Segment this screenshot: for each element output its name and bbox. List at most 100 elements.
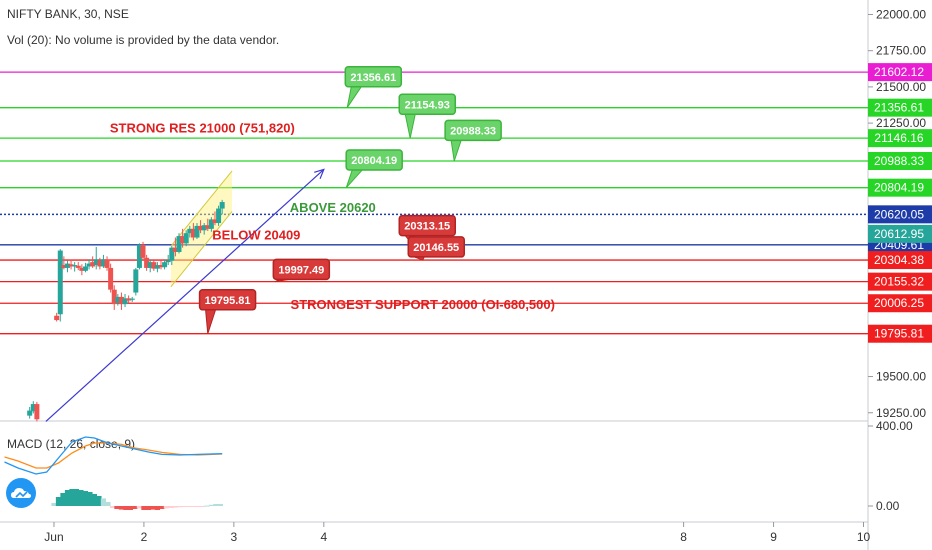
macd-histogram-bar xyxy=(136,506,143,509)
candle-body xyxy=(133,269,139,293)
callout-pointer xyxy=(205,309,217,334)
candle-body xyxy=(212,219,218,224)
annotation-text: STRONGEST SUPPORT 20000 (OI-680,500) xyxy=(291,297,555,312)
candle-body xyxy=(57,250,63,315)
trend-arrow-head xyxy=(314,168,325,179)
time-tick-label: 3 xyxy=(231,530,238,544)
macd-histogram-bar xyxy=(190,506,196,507)
volume-notice: Vol (20): No volume is provided by the d… xyxy=(7,33,280,47)
level-price-tag xyxy=(868,205,932,224)
callout-label: 20313.15 xyxy=(404,221,450,233)
callout-box xyxy=(198,289,257,311)
candle-body xyxy=(30,404,36,412)
level-price-tag-label: 21146.16 xyxy=(874,131,923,145)
candle-body xyxy=(108,267,114,290)
macd-histogram-bar xyxy=(114,506,120,509)
level-price-tag xyxy=(868,272,932,291)
candle-body xyxy=(27,410,33,416)
tradingview-cloud-icon[interactable] xyxy=(6,478,36,508)
last-price-tag xyxy=(868,224,932,243)
level-price-tag xyxy=(868,178,932,197)
macd-histogram-bar xyxy=(181,506,187,507)
time-tick-label: Jun xyxy=(44,530,63,544)
candle-body xyxy=(176,236,182,252)
candle-body xyxy=(162,262,168,268)
time-tick-label: 2 xyxy=(141,530,148,544)
cloud-icon-glyph xyxy=(11,488,31,498)
price-tick-label: 19250.00 xyxy=(876,406,926,420)
price-tick-label: 22000.00 xyxy=(876,7,926,21)
macd-histogram-bar xyxy=(73,489,80,506)
level-price-tag xyxy=(868,129,932,148)
callout-label: 20988.33 xyxy=(450,125,496,137)
candle-body xyxy=(118,296,124,305)
candle-body xyxy=(90,262,96,267)
callout-box xyxy=(398,93,457,116)
callout-box xyxy=(272,258,331,281)
callout-label: 19795.81 xyxy=(205,295,251,307)
macd-line xyxy=(4,436,223,475)
level-price-tag xyxy=(868,324,932,343)
macd-histogram-bar xyxy=(199,506,205,507)
candle-body xyxy=(115,296,121,303)
annotation-text: BELOW 20409 xyxy=(212,228,300,243)
candle-body xyxy=(216,208,222,224)
macd-histogram-bar xyxy=(168,506,174,508)
candle-body xyxy=(79,267,85,271)
callout-box xyxy=(444,119,502,142)
callout-label: 19997.49 xyxy=(278,264,324,276)
level-price-tag-label: 20155.32 xyxy=(874,275,924,289)
level-price-tag xyxy=(868,251,932,270)
macd-histogram-bar xyxy=(132,506,138,509)
candle-body xyxy=(194,225,200,238)
level-price-tag-label: 20804.19 xyxy=(874,181,924,195)
macd-histogram-bar xyxy=(69,489,75,506)
macd-histogram-bar xyxy=(87,492,93,506)
callout-pointer xyxy=(346,86,363,108)
macd-histogram-bar xyxy=(105,502,111,506)
candle-body xyxy=(82,266,88,271)
level-price-tag-label: 21356.61 xyxy=(874,101,924,115)
candle-body xyxy=(86,263,92,267)
candle-body xyxy=(165,260,171,263)
candle-body xyxy=(151,262,157,269)
last-price-tag-label: 20612.95 xyxy=(874,227,924,241)
callout-label: 21356.61 xyxy=(350,72,396,84)
macd-histogram-bar xyxy=(186,506,192,507)
candle-body xyxy=(172,247,178,252)
callout-box xyxy=(398,214,457,237)
macd-histogram-bar xyxy=(154,506,161,510)
candle-body xyxy=(144,257,150,268)
callout-pointer xyxy=(450,139,462,162)
macd-histogram-bar xyxy=(213,504,219,506)
macd-histogram-bar xyxy=(60,493,66,506)
callout-pointer xyxy=(404,113,416,139)
macd-histogram-bar xyxy=(96,496,102,506)
macd-histogram-bar xyxy=(91,494,98,506)
candle-body xyxy=(64,263,70,268)
level-price-tag-label: 20988.33 xyxy=(874,154,924,168)
candle-body xyxy=(169,247,175,261)
level-price-tag xyxy=(868,152,932,171)
level-price-tag xyxy=(868,63,932,82)
macd-histogram-bar xyxy=(100,498,107,506)
macd-histogram-bar xyxy=(145,506,152,510)
macd-tick-label: 400.00 xyxy=(876,419,913,433)
callout-label: 21154.93 xyxy=(405,99,450,111)
price-tick-label: 21500.00 xyxy=(876,80,926,94)
callout-label: 20146.55 xyxy=(413,242,459,254)
candle-body xyxy=(180,236,186,244)
candle-body xyxy=(111,289,117,305)
level-price-tag xyxy=(868,294,932,313)
macd-signal-line xyxy=(4,442,223,469)
candle-body xyxy=(34,404,40,420)
candle-body xyxy=(126,298,132,301)
candle-body xyxy=(100,259,106,267)
macd-histogram-bar xyxy=(127,506,134,510)
macd-histogram-bar xyxy=(159,506,165,509)
channel-bottom-line xyxy=(170,211,233,288)
macd-histogram-bar xyxy=(208,504,214,506)
callout-box xyxy=(407,236,465,258)
macd-histogram-bar xyxy=(118,506,125,510)
